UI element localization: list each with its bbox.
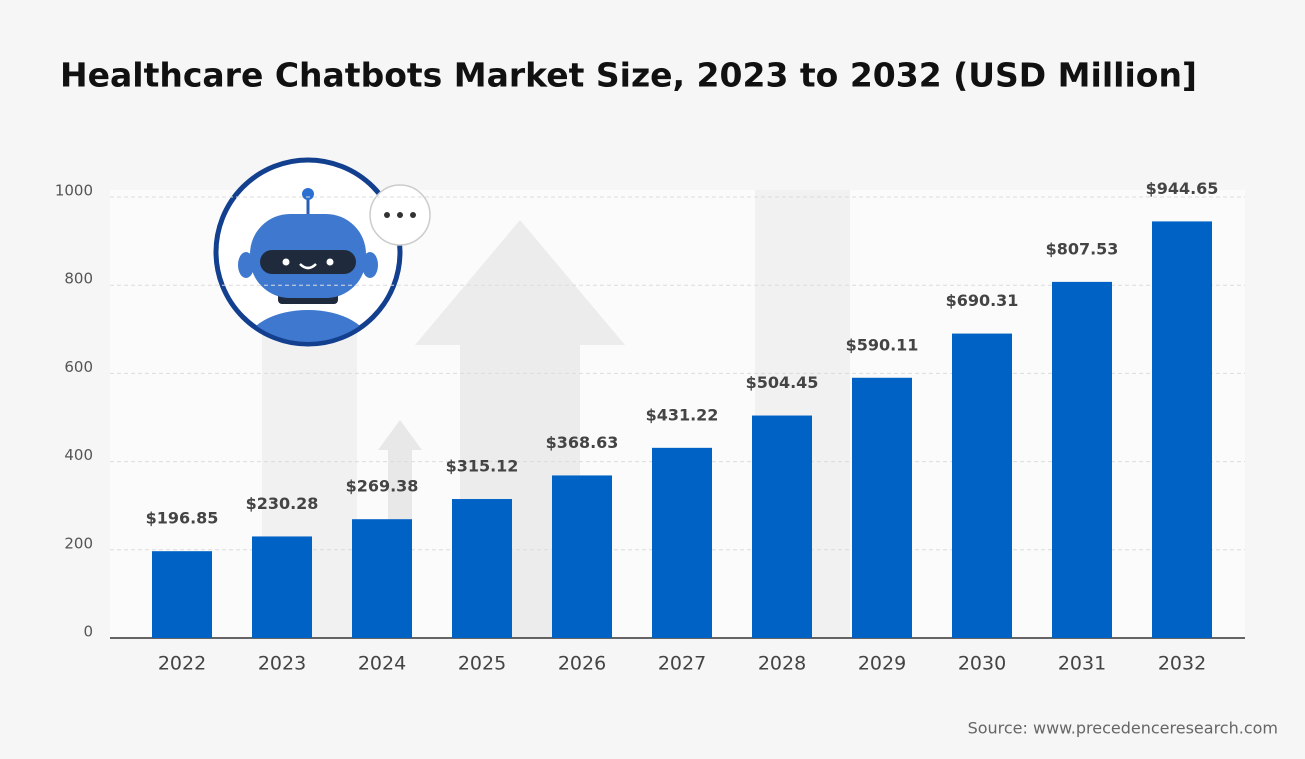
bar bbox=[1052, 281, 1112, 638]
value-label: $504.45 bbox=[746, 373, 819, 392]
robot-icon bbox=[213, 157, 431, 347]
x-tick-label: 2031 bbox=[1058, 653, 1106, 675]
bar bbox=[1152, 221, 1212, 638]
value-label: $807.53 bbox=[1046, 239, 1119, 258]
decor-arrow bbox=[378, 420, 422, 520]
value-label: $590.11 bbox=[846, 335, 919, 354]
bar bbox=[452, 499, 512, 638]
y-tick-label: 0 bbox=[83, 623, 93, 641]
x-tick-label: 2026 bbox=[558, 653, 606, 675]
value-label: $368.63 bbox=[546, 433, 619, 452]
bar bbox=[952, 333, 1012, 638]
x-tick-label: 2027 bbox=[658, 653, 706, 675]
bar bbox=[852, 377, 912, 638]
x-tick-label: 2030 bbox=[958, 653, 1006, 675]
x-tick-label: 2028 bbox=[758, 653, 806, 675]
bar bbox=[652, 447, 712, 638]
x-tick-label: 2032 bbox=[1158, 653, 1206, 675]
x-tick-label: 2025 bbox=[458, 653, 506, 675]
value-label: $315.12 bbox=[446, 457, 519, 476]
x-tick-label: 2022 bbox=[158, 653, 206, 675]
value-label: $944.65 bbox=[1146, 179, 1219, 198]
bar bbox=[152, 551, 212, 638]
chart-title: Healthcare Chatbots Market Size, 2023 to… bbox=[60, 56, 1197, 95]
bar bbox=[352, 519, 412, 638]
y-tick-label: 800 bbox=[64, 270, 93, 288]
value-label: $196.85 bbox=[146, 509, 219, 528]
value-label: $690.31 bbox=[946, 291, 1019, 310]
bar bbox=[552, 475, 612, 638]
y-tick-label: 600 bbox=[64, 358, 93, 376]
x-tick-label: 2023 bbox=[258, 653, 306, 675]
x-tick-label: 2029 bbox=[858, 653, 906, 675]
bar bbox=[752, 415, 812, 638]
value-label: $230.28 bbox=[246, 494, 319, 513]
source-note: Source: www.precedenceresearch.com bbox=[968, 719, 1278, 738]
y-tick-label: 400 bbox=[64, 446, 93, 464]
x-tick-label: 2024 bbox=[358, 653, 406, 675]
value-label: $269.38 bbox=[346, 477, 419, 496]
value-label: $431.22 bbox=[646, 405, 719, 424]
y-tick-label: 200 bbox=[64, 534, 93, 552]
bar bbox=[252, 536, 312, 638]
y-tick-label: 1000 bbox=[55, 182, 93, 200]
